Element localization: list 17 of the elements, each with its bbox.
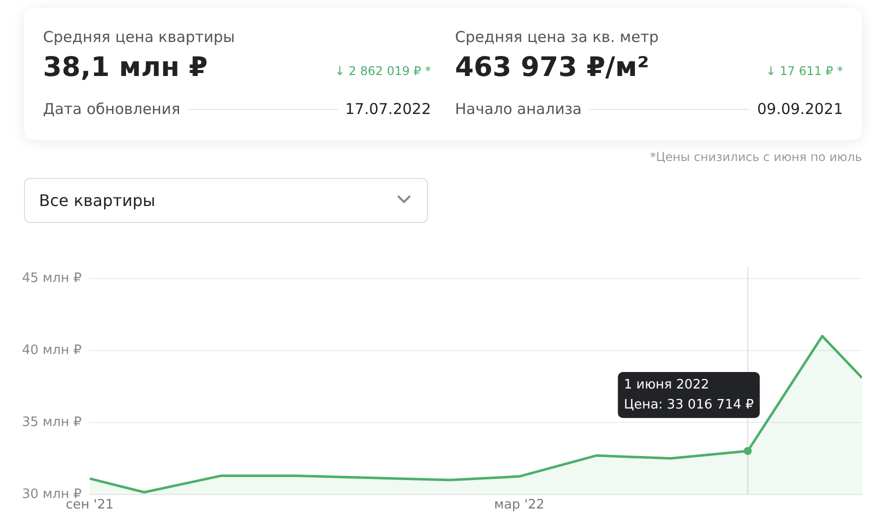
y-tick-label: 45 млн ₽	[22, 270, 82, 286]
annotation: 1 июня 2022 Цена: 33 016 714 ₽	[624, 377, 754, 412]
text: Дата обновления	[43, 100, 180, 118]
text: 463 973 ₽/м²	[455, 52, 650, 83]
text: 17.07.2022	[345, 100, 431, 118]
text: Средняя цена за кв. метр	[455, 28, 659, 46]
x-tick-label: мар '22	[494, 498, 544, 513]
text: ↓ 2 862 019 ₽ *	[334, 64, 431, 78]
text: *Цены снизились с июня по июль	[650, 150, 862, 164]
text: 38,1 млн ₽	[43, 52, 208, 83]
text: Средняя цена квартиры	[43, 28, 235, 46]
y-tick-label: 40 млн ₽	[22, 342, 82, 358]
y-tick-label: 35 млн ₽	[22, 414, 82, 430]
text: Начало анализа	[455, 100, 582, 118]
text: Все квартиры	[39, 191, 156, 210]
text: 09.09.2021	[757, 100, 843, 118]
text: ↓ 17 611 ₽ *	[766, 64, 843, 78]
